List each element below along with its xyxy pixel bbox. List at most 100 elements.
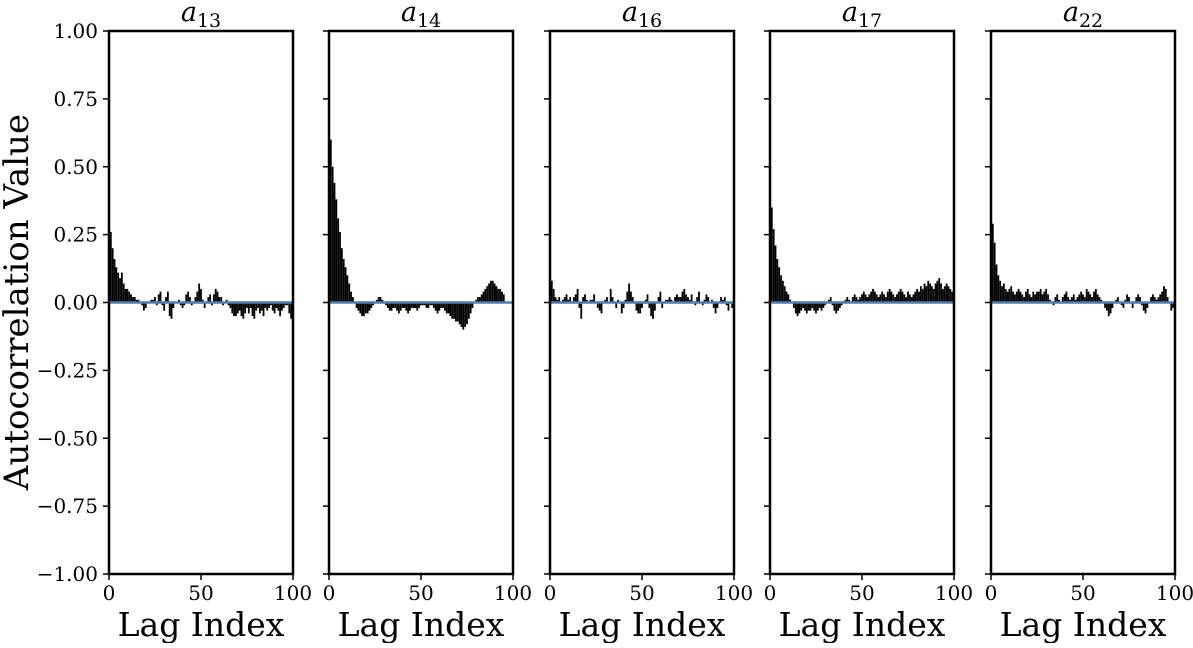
bar <box>486 286 488 302</box>
bar <box>242 303 244 319</box>
panel-title-subscript: 22 <box>1079 10 1103 32</box>
x-tick-label: 0 <box>323 581 336 605</box>
x-tick-label: 50 <box>849 581 874 605</box>
y-tick-label: −0.25 <box>37 358 98 382</box>
bar <box>1163 286 1165 302</box>
bar <box>233 303 235 317</box>
bar <box>898 292 900 303</box>
bar <box>907 292 909 303</box>
bar <box>683 289 685 303</box>
bar <box>938 278 940 302</box>
panel-title: a13 <box>181 0 221 32</box>
x-axis-label: Lag Index <box>559 605 726 643</box>
bar <box>944 286 946 302</box>
bar <box>121 273 123 303</box>
bar <box>446 303 448 314</box>
bar <box>935 284 937 303</box>
bar <box>1001 286 1003 302</box>
x-tick-label: 0 <box>985 581 998 605</box>
bar <box>187 292 189 303</box>
bar <box>115 267 117 302</box>
bar <box>167 292 169 303</box>
bar <box>363 303 365 317</box>
panel-13: a131.000.750.500.250.00−0.25−0.50−0.75−1… <box>37 0 312 643</box>
bar <box>263 303 265 317</box>
panel-title: a17 <box>842 0 882 32</box>
panel-title-base: a <box>401 0 417 28</box>
bar <box>795 303 797 314</box>
x-tick-label: 50 <box>629 581 654 605</box>
bar <box>776 259 778 302</box>
bar <box>274 303 276 314</box>
x-tick-label: 100 <box>274 581 312 605</box>
x-tick-label: 0 <box>544 581 557 605</box>
chart-panels: a131.000.750.500.250.00−0.25−0.50−0.75−1… <box>37 0 1193 643</box>
bar <box>484 289 486 303</box>
bar <box>1088 292 1090 303</box>
bar <box>334 183 336 302</box>
bar <box>1108 303 1110 317</box>
bar <box>874 292 876 303</box>
bar <box>1040 289 1042 303</box>
bar <box>462 303 464 330</box>
bar <box>999 281 1001 303</box>
bar <box>361 303 363 317</box>
bar <box>577 289 579 303</box>
x-tick-label: 0 <box>103 581 116 605</box>
bar <box>996 264 998 302</box>
bar <box>621 303 623 314</box>
bar <box>782 281 784 303</box>
bar <box>553 289 555 303</box>
bar <box>1043 292 1045 303</box>
bar <box>929 284 931 303</box>
bar <box>1005 289 1007 303</box>
bar <box>775 245 777 302</box>
bar <box>628 284 630 303</box>
bar <box>1025 292 1027 303</box>
bar <box>335 199 337 302</box>
bar <box>160 292 162 303</box>
bar <box>1045 289 1047 303</box>
bar <box>125 289 127 303</box>
bar <box>1007 292 1009 303</box>
bar <box>914 292 916 303</box>
bar <box>610 289 612 303</box>
bar <box>215 289 217 303</box>
bar <box>949 289 951 303</box>
x-axis-label: Lag Index <box>118 605 285 643</box>
bar <box>470 303 472 314</box>
bar <box>235 303 237 317</box>
bar <box>780 275 782 302</box>
bar <box>948 286 950 302</box>
bar <box>407 303 409 314</box>
bar <box>1018 289 1020 303</box>
bar <box>626 292 628 303</box>
y-tick-label: −0.75 <box>37 494 98 518</box>
y-tick-label: 0.50 <box>53 155 98 179</box>
panel-title: a16 <box>622 0 662 32</box>
panel-title-subscript: 14 <box>417 10 441 32</box>
bar <box>1016 292 1018 303</box>
bar <box>784 286 786 302</box>
panel-title-base: a <box>181 0 197 28</box>
bar <box>367 303 369 314</box>
bar <box>231 303 233 314</box>
bar <box>900 289 902 303</box>
bar <box>1010 286 1012 302</box>
bar <box>455 303 457 322</box>
bar <box>499 289 501 303</box>
bar <box>1110 303 1112 314</box>
panel-title-subscript: 16 <box>638 10 662 32</box>
bar <box>468 303 470 319</box>
bar <box>835 303 837 314</box>
bar <box>997 275 999 302</box>
bar <box>490 281 492 303</box>
x-tick-label: 50 <box>1070 581 1095 605</box>
y-axis-label: Autocorrelation Value <box>0 114 37 491</box>
x-tick-label: 100 <box>1156 581 1193 605</box>
bar <box>341 248 343 302</box>
